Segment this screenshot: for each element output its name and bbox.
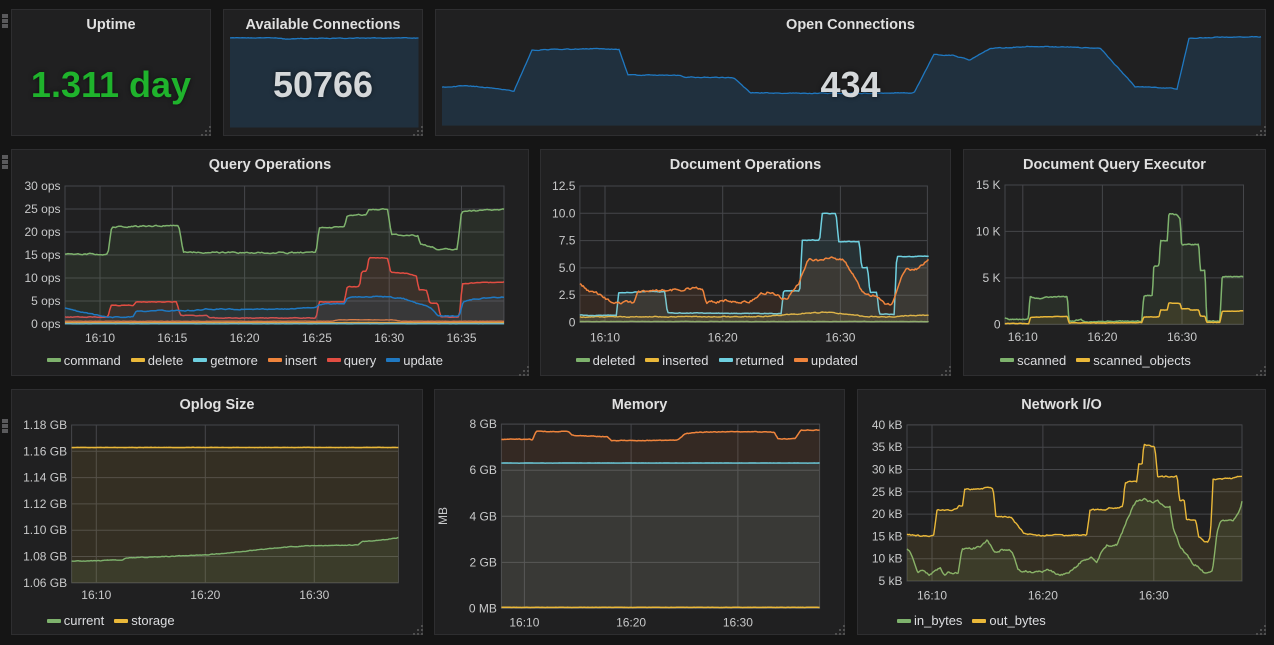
svg-text:16:25: 16:25 xyxy=(302,331,332,345)
svg-text:15 ops: 15 ops xyxy=(24,248,60,262)
svg-text:0 MB: 0 MB xyxy=(469,602,497,616)
svg-text:10 ops: 10 ops xyxy=(24,271,60,285)
svg-text:30 ops: 30 ops xyxy=(24,179,60,193)
svg-text:MB: MB xyxy=(436,507,450,525)
svg-text:7.5: 7.5 xyxy=(559,234,576,248)
svg-text:35 kB: 35 kB xyxy=(872,440,903,454)
svg-text:30 kB: 30 kB xyxy=(872,463,903,477)
svg-text:16:15: 16:15 xyxy=(157,331,187,345)
svg-text:0: 0 xyxy=(569,316,576,330)
svg-text:16:20: 16:20 xyxy=(1028,589,1058,603)
svg-text:16:30: 16:30 xyxy=(299,588,329,602)
svg-text:16:20: 16:20 xyxy=(190,588,220,602)
svg-text:1.08 GB: 1.08 GB xyxy=(23,550,67,564)
svg-text:1.18 GB: 1.18 GB xyxy=(23,418,67,432)
svg-text:16:10: 16:10 xyxy=(917,589,947,603)
svg-text:10.0: 10.0 xyxy=(552,206,576,220)
svg-text:16:20: 16:20 xyxy=(616,616,646,630)
svg-text:10 kB: 10 kB xyxy=(872,552,903,566)
svg-text:20 kB: 20 kB xyxy=(872,507,903,521)
svg-text:12.5: 12.5 xyxy=(552,179,576,193)
svg-text:2 GB: 2 GB xyxy=(470,555,497,569)
svg-text:1.10 GB: 1.10 GB xyxy=(23,523,67,537)
svg-text:1.16 GB: 1.16 GB xyxy=(23,444,67,458)
svg-text:16:30: 16:30 xyxy=(723,616,753,630)
svg-text:1.12 GB: 1.12 GB xyxy=(23,497,67,511)
svg-text:5.0: 5.0 xyxy=(559,261,576,275)
svg-text:16:20: 16:20 xyxy=(1087,330,1117,344)
svg-text:0: 0 xyxy=(994,317,1001,331)
svg-text:16:20: 16:20 xyxy=(230,331,260,345)
svg-text:15 kB: 15 kB xyxy=(872,529,903,543)
svg-text:16:30: 16:30 xyxy=(374,331,404,345)
svg-text:2.5: 2.5 xyxy=(559,288,576,302)
svg-text:10 K: 10 K xyxy=(976,224,1001,238)
svg-text:20 ops: 20 ops xyxy=(24,225,60,239)
svg-text:5 K: 5 K xyxy=(982,271,1000,285)
svg-text:1.14 GB: 1.14 GB xyxy=(23,471,67,485)
svg-text:16:10: 16:10 xyxy=(1008,330,1038,344)
svg-text:5 kB: 5 kB xyxy=(878,574,902,588)
svg-text:6 GB: 6 GB xyxy=(470,463,497,477)
svg-text:16:10: 16:10 xyxy=(509,616,539,630)
svg-text:16:30: 16:30 xyxy=(1167,330,1197,344)
svg-text:0 ops: 0 ops xyxy=(31,317,60,331)
svg-text:16:10: 16:10 xyxy=(590,330,620,344)
svg-text:16:30: 16:30 xyxy=(1139,589,1169,603)
svg-text:16:35: 16:35 xyxy=(446,331,476,345)
svg-text:16:10: 16:10 xyxy=(81,588,111,602)
svg-text:4 GB: 4 GB xyxy=(470,509,497,523)
svg-text:16:20: 16:20 xyxy=(708,330,738,344)
svg-text:25 ops: 25 ops xyxy=(24,202,60,216)
svg-text:8 GB: 8 GB xyxy=(470,417,497,431)
svg-text:15 K: 15 K xyxy=(976,178,1001,192)
svg-text:40 kB: 40 kB xyxy=(872,418,903,432)
svg-text:1.06 GB: 1.06 GB xyxy=(23,576,67,590)
svg-text:16:30: 16:30 xyxy=(825,330,855,344)
svg-text:5 ops: 5 ops xyxy=(31,294,60,308)
svg-text:16:10: 16:10 xyxy=(85,331,115,345)
svg-text:25 kB: 25 kB xyxy=(872,485,903,499)
